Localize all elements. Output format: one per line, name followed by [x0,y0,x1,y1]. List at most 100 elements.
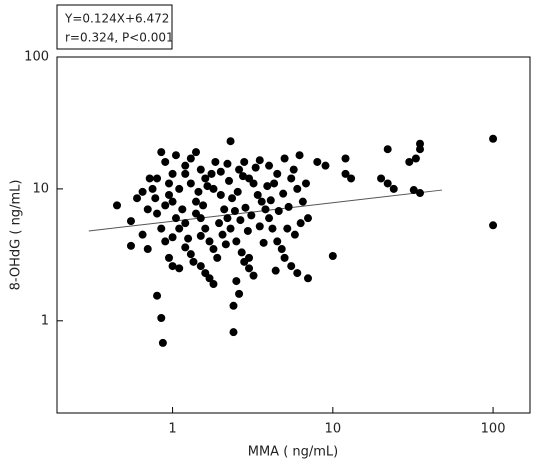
point [165,179,174,188]
y-tick-label: 1 [41,313,49,328]
point [196,231,205,240]
point [253,190,262,199]
point [411,154,420,163]
point [249,179,258,188]
x-axis-label: MMA ( ng/mL) [248,445,339,460]
point [181,219,190,228]
point [232,237,241,246]
point [287,174,296,183]
point [240,157,249,166]
point [389,184,398,193]
point [191,209,200,218]
point [237,248,246,257]
point [228,194,237,203]
point [181,169,190,178]
point [383,145,392,154]
point [489,221,498,230]
point [196,262,205,271]
point [175,184,184,193]
point [383,179,392,188]
point [223,214,232,223]
point [213,253,222,262]
point [191,197,200,206]
point [186,179,195,188]
point [241,203,250,212]
point [138,187,147,196]
point [157,148,166,157]
point [153,209,162,218]
point [201,224,210,233]
point [209,184,218,193]
point [249,271,258,280]
point [341,154,350,163]
point [153,291,162,300]
point [287,262,296,271]
point [221,240,230,249]
point [181,161,190,170]
point [203,182,212,191]
point [489,134,498,143]
point [295,151,304,160]
point [218,230,227,239]
point [279,189,288,198]
point [158,338,167,347]
point [189,257,198,266]
point [157,224,166,233]
annotation: r=0.324, P<0.001 [65,31,174,45]
point [247,211,256,220]
point [211,157,220,166]
point [293,184,302,193]
point [207,169,216,178]
point [161,157,170,166]
point [175,224,184,233]
point [126,241,135,250]
point [175,264,184,273]
point [268,224,277,233]
point [416,189,425,198]
point [235,289,244,298]
point [301,179,310,188]
x-tick-label: 100 [481,422,506,437]
point [313,157,322,166]
point [186,250,195,259]
point [143,245,152,254]
point [266,196,275,205]
y-tick-label: 100 [24,50,49,65]
annotation: Y=0.124X+6.472 [64,12,169,26]
y-tick-label: 10 [32,181,49,196]
point [409,186,418,195]
point [143,205,152,214]
point [265,161,274,170]
point [201,174,210,183]
point [205,274,214,283]
point [126,217,135,226]
point [298,197,307,206]
point [225,176,234,185]
point [145,174,154,183]
point [226,224,235,233]
y-axis-label: 8-OHdG ( ng/mL) [9,180,24,291]
point [138,230,147,239]
point [161,237,170,246]
point [151,194,160,203]
point [215,219,224,228]
point [251,163,260,172]
point [229,328,238,337]
point [153,174,162,183]
point [233,187,242,196]
point [261,205,270,214]
point [230,206,239,215]
point [229,301,238,310]
annotation-box [56,4,173,50]
point [274,206,283,215]
point [284,202,293,211]
point [148,184,157,193]
point [377,174,386,183]
point [277,245,286,254]
point [181,243,190,252]
x-tick-label: 10 [325,422,342,437]
point [255,222,264,231]
point [186,154,195,163]
point [304,214,313,223]
